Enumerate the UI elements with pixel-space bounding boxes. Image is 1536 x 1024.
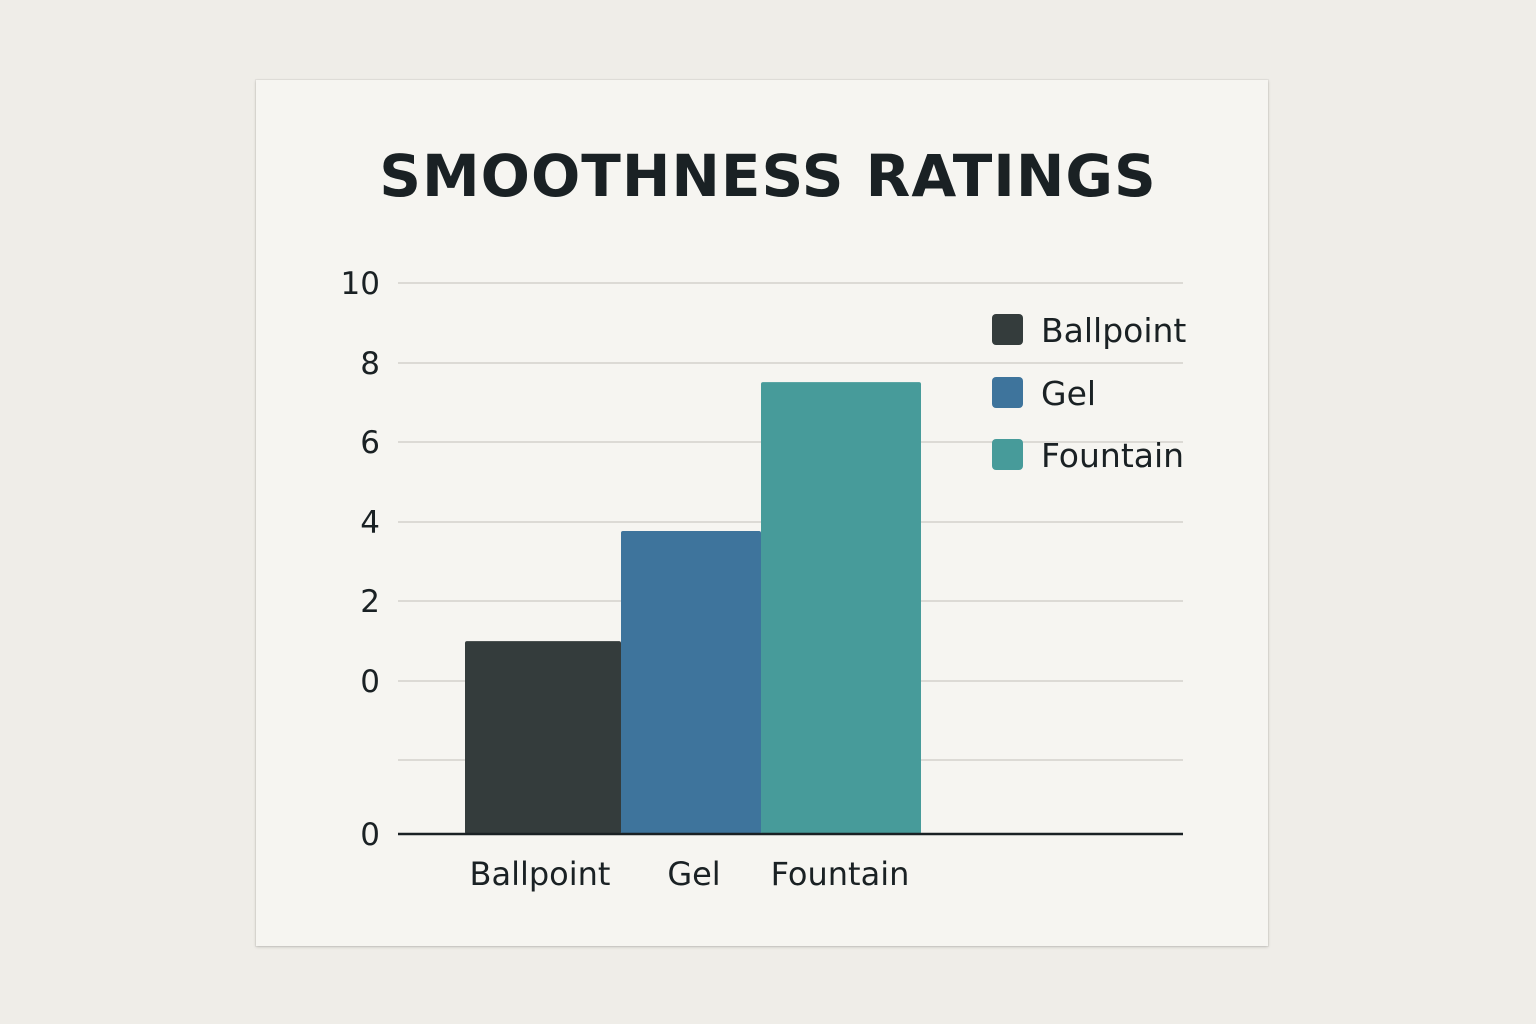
y-tick-label: 6	[360, 425, 380, 461]
x-tick-label: Gel	[667, 855, 720, 893]
y-tick-label: 4	[360, 505, 380, 541]
x-axis-labels: Ballpoint Gel Fountain	[470, 855, 910, 893]
y-tick-label: 0	[360, 817, 380, 853]
legend-swatch	[992, 377, 1023, 408]
y-axis-ticks: 10 8 6 4 2 0 0	[341, 266, 380, 853]
legend-swatch	[992, 314, 1023, 345]
bar-gel	[621, 530, 761, 834]
bar-fountain	[761, 382, 921, 834]
bars	[465, 382, 921, 834]
legend-label: Fountain	[1041, 436, 1184, 475]
legend-label: Ballpoint	[1041, 311, 1186, 350]
chart-title: SMOOTHNESS RATINGS	[379, 142, 1157, 210]
y-tick-label: 0	[360, 664, 380, 700]
legend: Ballpoint Gel Fountain	[992, 311, 1186, 475]
y-tick-label: 10	[341, 266, 380, 302]
legend-swatch	[992, 439, 1023, 470]
x-tick-label: Ballpoint	[470, 855, 611, 893]
x-tick-label: Fountain	[771, 855, 910, 893]
y-tick-label: 8	[360, 346, 380, 382]
bar-ballpoint	[465, 641, 621, 834]
legend-label: Gel	[1041, 374, 1096, 413]
y-tick-label: 2	[360, 584, 380, 620]
